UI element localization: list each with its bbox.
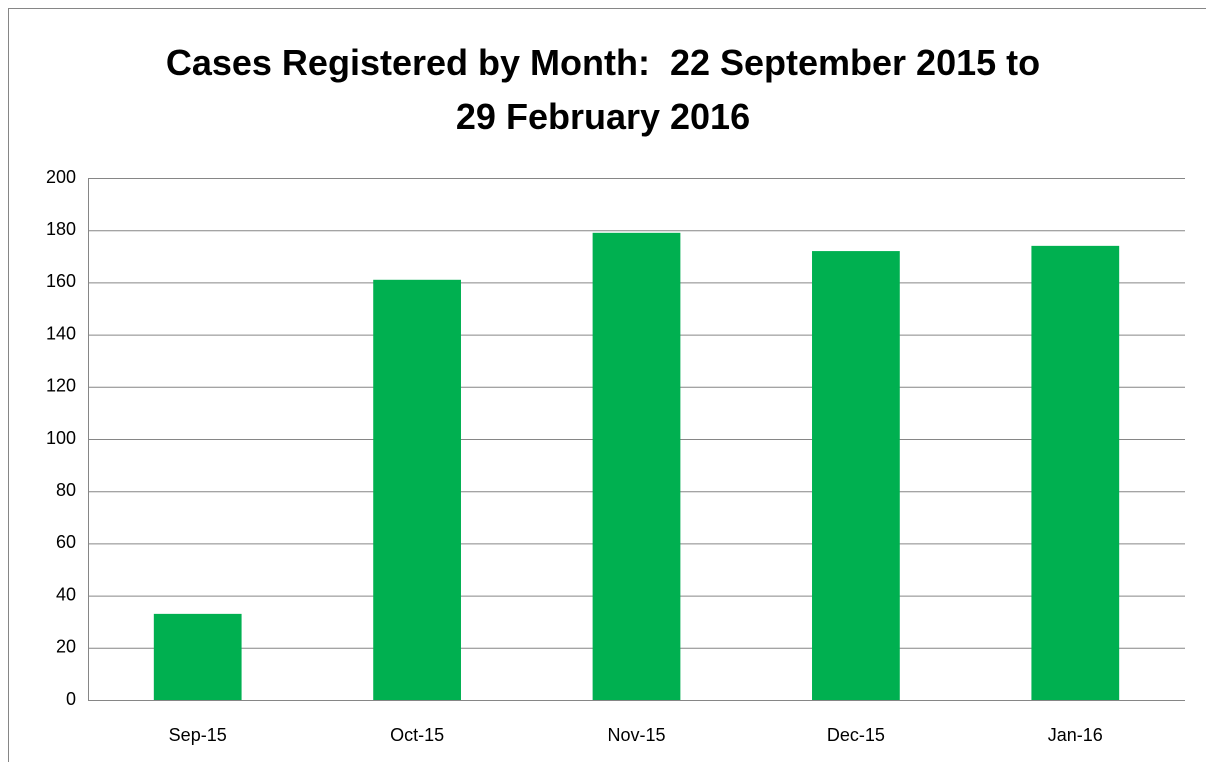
y-tick-label: 120: [46, 376, 76, 396]
bar: [592, 232, 681, 700]
bar: [1031, 245, 1120, 701]
chart-title: Cases Registered by Month: 22 September …: [165, 42, 1051, 137]
bar: [812, 251, 900, 700]
y-tick-label: 0: [66, 689, 76, 709]
x-tick-label: Nov-15: [607, 725, 665, 745]
x-tick-label: Jan-16: [1048, 725, 1103, 745]
y-tick-label: 200: [46, 167, 76, 187]
x-tick-label: Oct-15: [390, 725, 444, 745]
y-tick-label: 140: [46, 323, 76, 343]
y-tick-label: 60: [56, 532, 76, 552]
y-tick-label: 160: [46, 271, 76, 291]
bar: [153, 613, 242, 700]
chart-border: [8, 8, 1206, 762]
y-tick-label: 180: [46, 219, 76, 239]
y-tick-label: 100: [46, 428, 76, 448]
y-tick-label: 80: [56, 480, 76, 500]
y-tick-label: 40: [56, 584, 76, 604]
bar: [373, 279, 461, 700]
x-tick-label: Sep-15: [169, 725, 227, 745]
x-tick-label: Dec-15: [827, 725, 885, 745]
y-tick-label: 20: [56, 637, 76, 657]
